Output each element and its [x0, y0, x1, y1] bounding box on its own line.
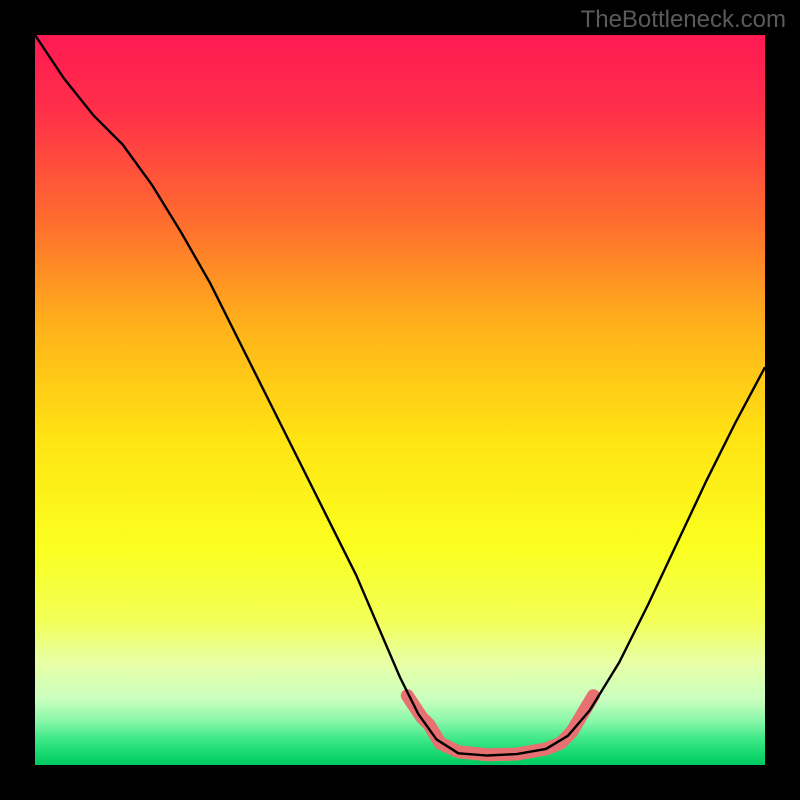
plot-area: [35, 35, 765, 765]
bottleneck-curve-chart: [35, 35, 765, 765]
watermark-text: TheBottleneck.com: [581, 6, 786, 34]
chart-frame: TheBottleneck.com: [0, 0, 800, 800]
